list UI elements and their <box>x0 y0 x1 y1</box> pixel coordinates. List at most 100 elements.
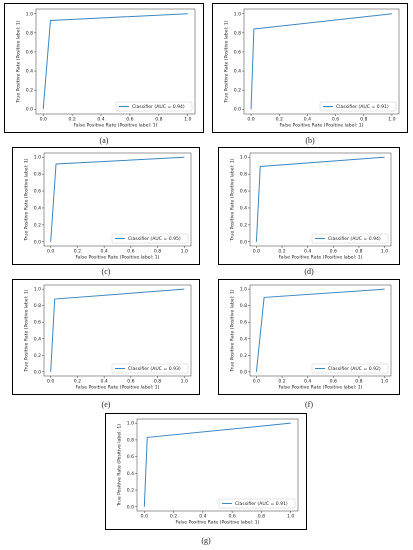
roc-line <box>255 288 385 372</box>
y-tick-label: 0.8 <box>234 30 241 36</box>
legend-label: Classifier (AUC = 0.91) <box>336 104 389 110</box>
legend-box <box>111 363 189 374</box>
x-tick-label: 1.0 <box>181 249 188 255</box>
y-tick-label: 0.2 <box>34 353 41 359</box>
y-tick-label: 0.8 <box>26 30 33 36</box>
y-tick-label: 0.2 <box>127 488 134 494</box>
caption: (c) <box>102 267 111 276</box>
y-tick-label: 0.6 <box>34 320 41 326</box>
y-axis-label: True Positive Rate (Positive label: 1) <box>24 289 30 372</box>
y-tick-label: 1.0 <box>34 155 41 161</box>
plot-frame <box>243 8 400 115</box>
x-tick-label: 0.4 <box>100 379 107 385</box>
roc-line <box>255 156 385 242</box>
x-axis-label: False Positive Rate (Positive label: 1) <box>76 255 160 261</box>
x-tick-label: 0.0 <box>141 514 148 520</box>
plot-frame <box>249 284 392 377</box>
x-tick-label: 0.8 <box>155 117 162 123</box>
x-tick-label: 0.8 <box>355 249 362 255</box>
roc-line <box>50 156 185 242</box>
x-tick-label: 0.0 <box>47 379 54 385</box>
caption: (d) <box>304 267 314 276</box>
x-tick-label: 1.0 <box>287 514 294 520</box>
x-tick-label: 0.2 <box>68 117 75 123</box>
y-tick-label: 0.8 <box>127 437 134 443</box>
x-tick-label: 0.6 <box>332 117 339 123</box>
caption: (e) <box>102 400 111 409</box>
roc-line <box>42 13 188 110</box>
x-axis-label: False Positive Rate (Positive label: 1) <box>279 255 363 261</box>
x-tick-label: 0.0 <box>253 379 260 385</box>
x-tick-label: 0.8 <box>154 379 161 385</box>
x-tick-label: 0.8 <box>154 249 161 255</box>
y-tick-label: 1.0 <box>240 155 247 161</box>
x-tick-label: 0.4 <box>199 514 206 520</box>
legend-label: Classifier (AUC = 0.94) <box>132 104 185 110</box>
y-axis-label: True Positive Rate (Positive label: 1) <box>24 158 30 241</box>
plot-frame <box>35 8 196 115</box>
y-tick-label: 0.4 <box>34 205 41 211</box>
legend-box <box>111 233 189 244</box>
y-tick-label: 0.8 <box>34 303 41 309</box>
y-tick-label: 0.0 <box>34 239 41 245</box>
y-tick-label: 0.4 <box>26 69 33 75</box>
x-tick-label: 0.2 <box>278 249 285 255</box>
y-tick-label: 0.0 <box>240 239 247 245</box>
x-tick-label: 0.4 <box>304 117 311 123</box>
panel-border <box>105 413 307 530</box>
y-tick-label: 0.4 <box>234 69 241 75</box>
legend-label: Classifier (AUC = 0.94) <box>328 236 381 242</box>
x-tick-label: 0.4 <box>97 117 104 123</box>
x-tick-label: 0.8 <box>258 514 265 520</box>
plot-frame <box>249 152 392 247</box>
x-tick-label: 1.0 <box>381 379 388 385</box>
x-tick-label: 1.0 <box>184 117 191 123</box>
x-axis-label: False Positive Rate (Positive label: 1) <box>280 123 364 129</box>
x-tick-label: 0.2 <box>74 249 81 255</box>
panel-border <box>4 3 204 133</box>
x-tick-label: 0.4 <box>304 379 311 385</box>
x-tick-label: 0.6 <box>126 117 133 123</box>
roc-line <box>250 13 393 110</box>
legend-label: Classifier (AUC = 0.91) <box>235 501 288 507</box>
x-tick-label: 0.6 <box>330 379 337 385</box>
x-tick-label: 0.0 <box>253 249 260 255</box>
y-tick-label: 0.2 <box>234 88 241 94</box>
y-tick-label: 0.8 <box>240 303 247 309</box>
panel-border <box>212 3 408 133</box>
panel-border <box>12 279 200 395</box>
x-tick-label: 0.2 <box>278 379 285 385</box>
y-tick-label: 0.6 <box>26 49 33 55</box>
caption: (a) <box>100 136 109 145</box>
y-axis-label: True Positive Rate (Positive label: 1) <box>16 20 22 103</box>
caption: (b) <box>305 136 315 145</box>
panel-border <box>218 147 400 265</box>
legend-box <box>319 101 397 112</box>
y-axis-label: True Positive Rate (Positive label: 1) <box>230 158 236 241</box>
legend-label: Classifier (AUC = 0.93) <box>128 366 181 372</box>
caption: (f) <box>305 400 313 409</box>
roc-line <box>50 288 185 372</box>
y-tick-label: 0.6 <box>34 189 41 195</box>
x-tick-label: 1.0 <box>181 379 188 385</box>
legend-label: Classifier (AUC = 0.92) <box>328 366 381 372</box>
x-tick-label: 0.8 <box>360 117 367 123</box>
y-tick-label: 1.0 <box>34 287 41 293</box>
plot-frame <box>43 152 192 247</box>
y-tick-label: 0.4 <box>240 205 247 211</box>
x-tick-label: 0.6 <box>330 249 337 255</box>
y-tick-label: 0.8 <box>240 172 247 178</box>
y-tick-label: 0.6 <box>234 49 241 55</box>
y-tick-label: 0.2 <box>34 222 41 228</box>
x-tick-label: 0.8 <box>355 379 362 385</box>
x-tick-label: 0.2 <box>276 117 283 123</box>
y-tick-label: 1.0 <box>240 287 247 293</box>
legend-box <box>311 233 389 244</box>
y-tick-label: 0.4 <box>240 336 247 342</box>
y-tick-label: 0.6 <box>240 189 247 195</box>
x-tick-label: 0.0 <box>40 117 47 123</box>
legend-box <box>115 101 193 112</box>
y-tick-label: 0.8 <box>34 172 41 178</box>
x-axis-label: False Positive Rate (Positive label: 1) <box>76 385 160 391</box>
